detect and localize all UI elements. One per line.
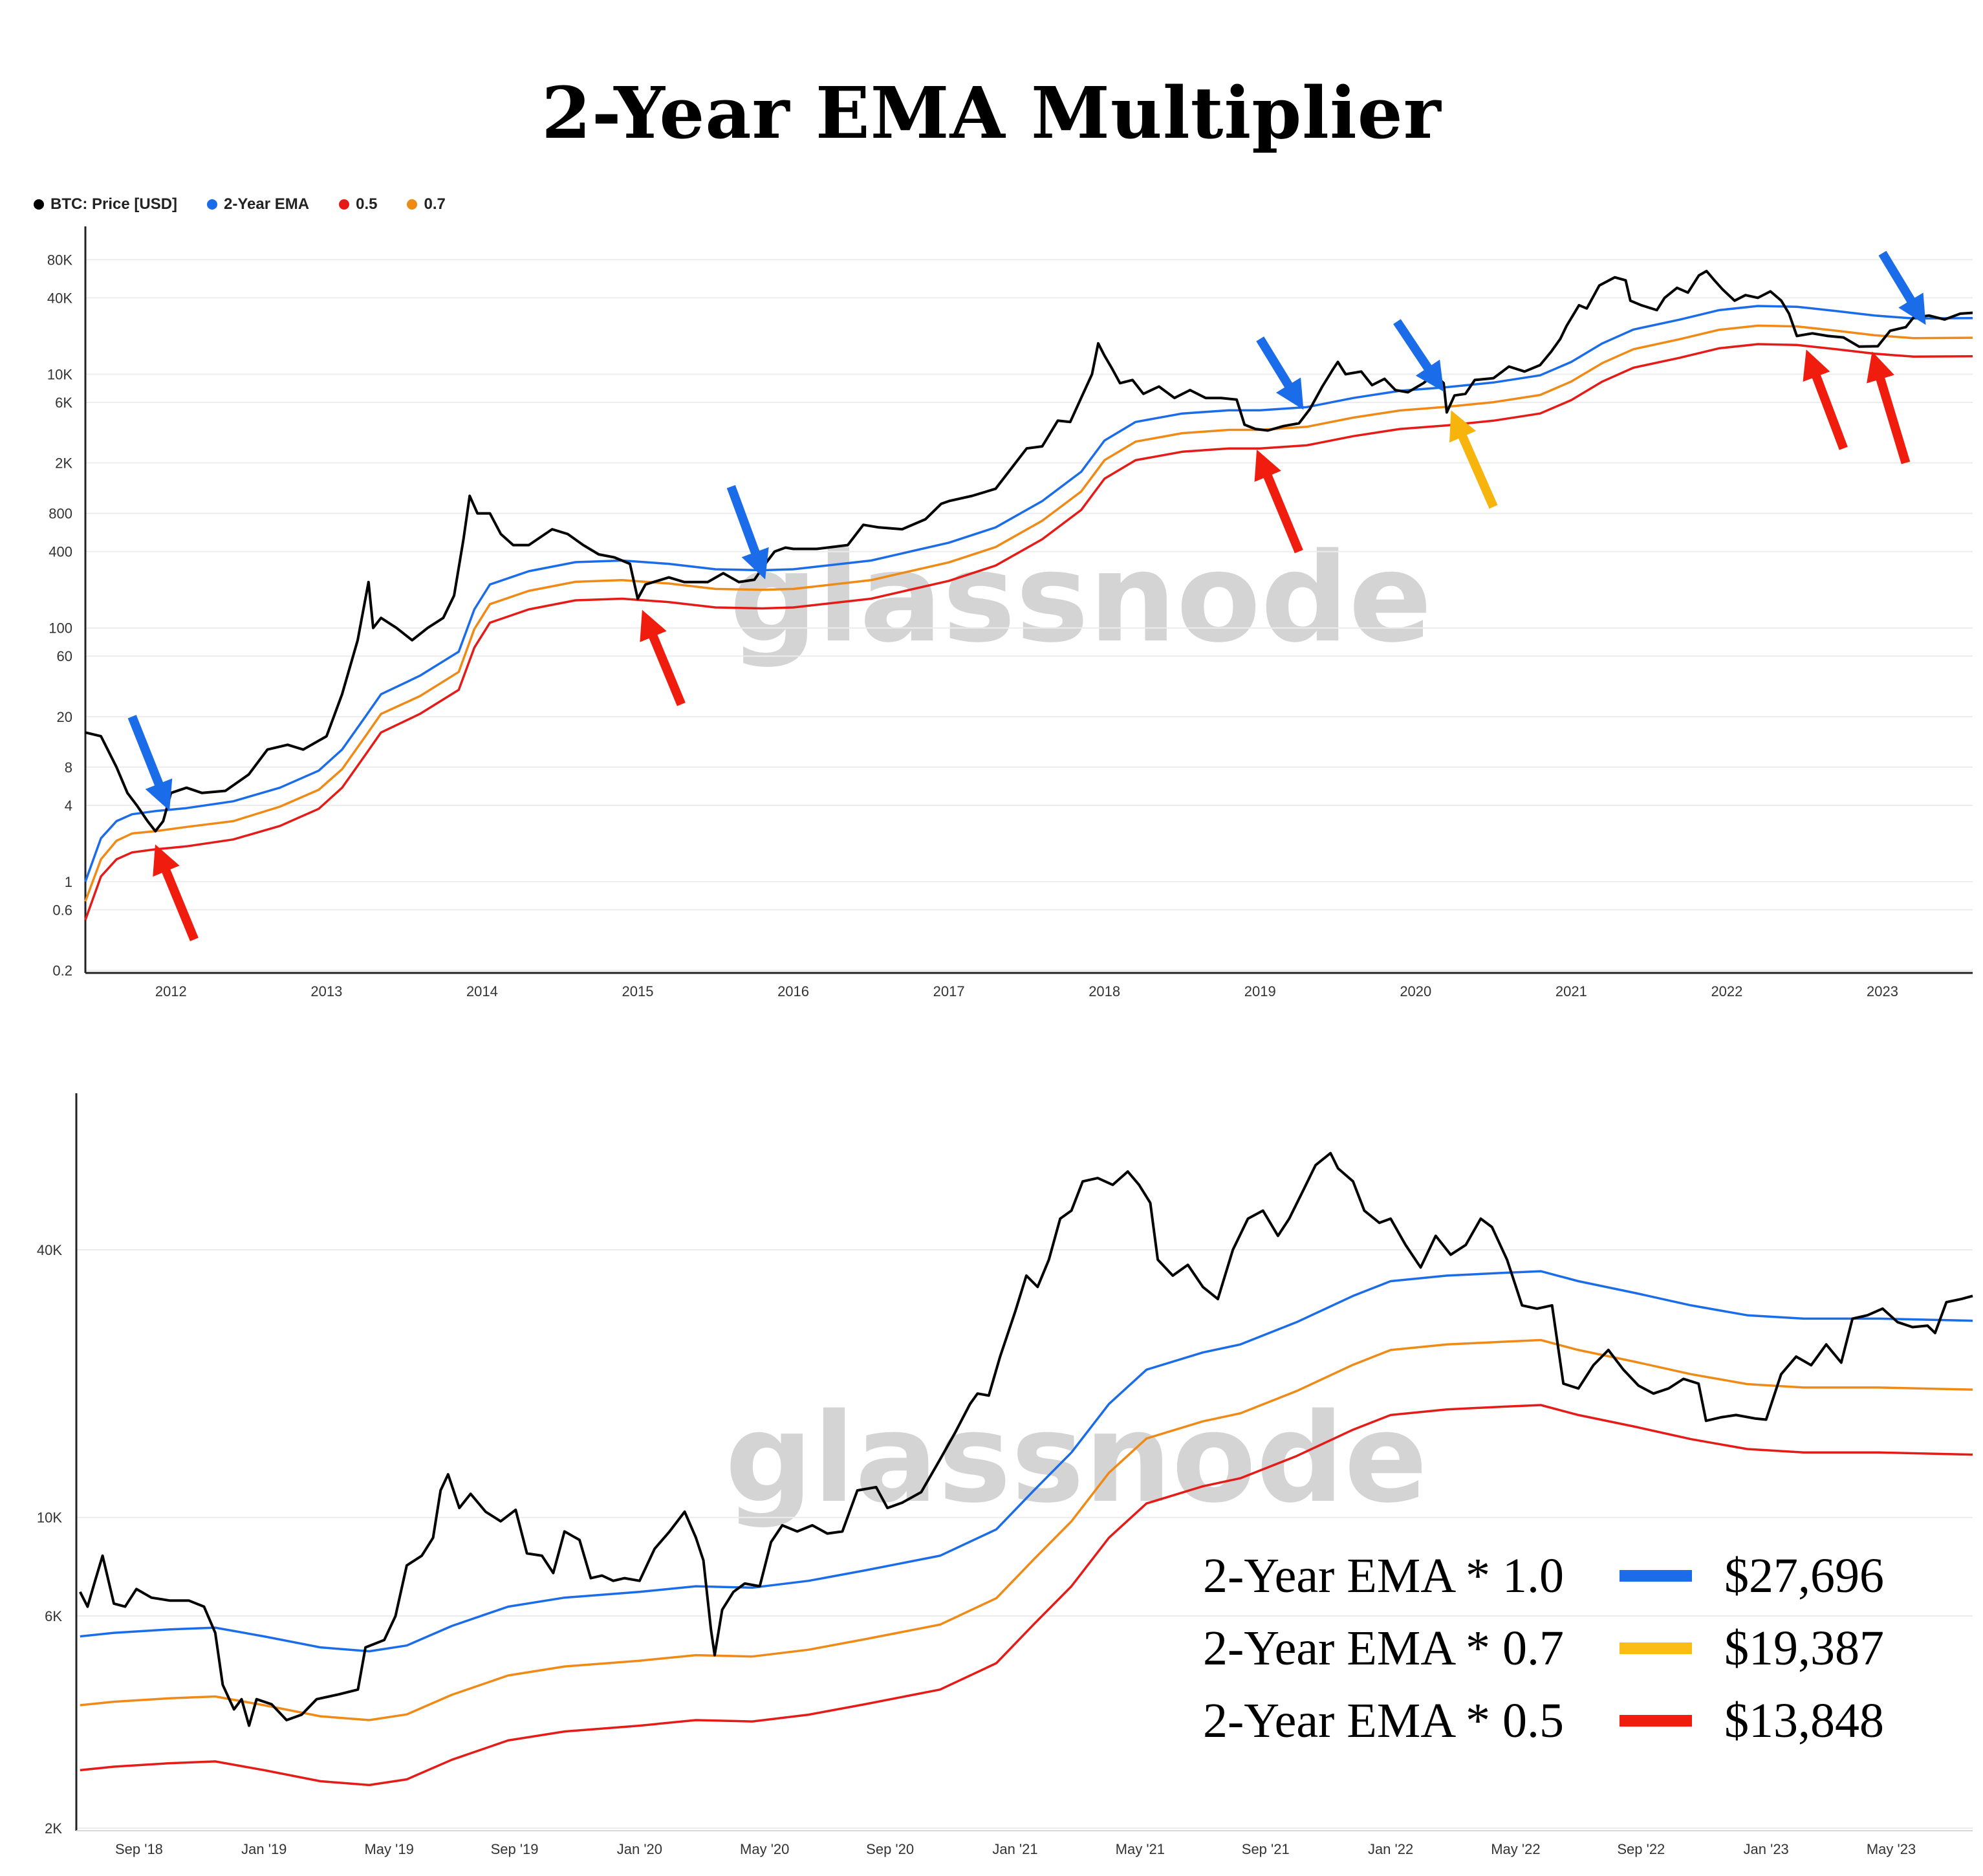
annotation-arrow-blue	[726, 485, 769, 580]
x-tick-label: Sep '19	[491, 1841, 539, 1857]
value-legend-row-1-0: 2-Year EMA * 1.0 $27,696	[1203, 1540, 1931, 1612]
y-tick-label: 0.6	[52, 902, 72, 918]
annotation-arrow-blue	[127, 715, 173, 811]
series-line-m05	[80, 1404, 1973, 1787]
series-line-ema	[84, 305, 1973, 882]
annotation-arrow-red	[153, 844, 199, 941]
y-tick-label: 6K	[55, 395, 72, 411]
x-tick-label: 2018	[1089, 983, 1120, 999]
value-legend: 2-Year EMA * 1.0 $27,696 2-Year EMA * 0.…	[1203, 1540, 1931, 1757]
value-legend-value-0-5: $13,848	[1724, 1693, 1884, 1748]
x-tick-label: Jan '22	[1368, 1841, 1413, 1857]
y-tick-label: 6K	[45, 1608, 62, 1624]
value-legend-swatch-blue	[1620, 1570, 1692, 1582]
x-tick-label: 2012	[155, 983, 187, 999]
chart-title: 2-Year EMA Multiplier	[541, 71, 1442, 155]
x-tick-label: 2013	[310, 983, 342, 999]
y-tick-label: 40K	[37, 1242, 62, 1258]
y-tick-label: 20	[57, 709, 72, 725]
value-legend-swatch-red	[1620, 1715, 1692, 1727]
x-tick-label: 2022	[1711, 983, 1742, 999]
series-line-m07	[80, 1338, 1973, 1721]
annotation-arrow-red	[1867, 351, 1911, 464]
series-line-ema	[80, 1270, 1973, 1653]
x-tick-label: 2016	[777, 983, 809, 999]
value-legend-row-0-7: 2-Year EMA * 0.7 $19,387	[1203, 1612, 1931, 1685]
y-tick-label: 0.2	[52, 963, 72, 979]
legend-dot-price	[34, 199, 44, 210]
y-tick-label: 1	[65, 874, 72, 890]
series-line-m05	[84, 343, 1973, 921]
annotation-arrow-red	[1803, 349, 1848, 450]
x-tick-label: 2017	[933, 983, 965, 999]
y-tick-label: 8	[65, 759, 72, 776]
y-tick-label: 2K	[55, 455, 72, 472]
value-legend-value-1-0: $27,696	[1724, 1548, 1884, 1603]
x-tick-label: 2021	[1555, 983, 1587, 999]
x-tick-label: Sep '18	[115, 1841, 163, 1857]
y-tick-label: 100	[49, 620, 72, 637]
x-tick-label: Jan '23	[1744, 1841, 1789, 1857]
value-legend-label-0-7: 2-Year EMA * 0.7	[1203, 1620, 1565, 1675]
legend-label-price: BTC: Price [USD]	[50, 195, 178, 213]
value-legend-swatch-yellow	[1620, 1642, 1692, 1654]
x-tick-label: May '22	[1491, 1841, 1540, 1857]
series-line-price	[85, 270, 1973, 833]
bottom-chart: glassnode 2K 6K 10K 40K Sep '18 Jan '19 May '19…	[37, 1093, 1973, 1857]
annotation-arrow-blue	[1256, 336, 1304, 410]
x-tick-label: Sep '21	[1242, 1841, 1290, 1857]
y-tick-label: 4	[65, 798, 72, 814]
legend-label-0-7: 0.7	[424, 195, 446, 213]
x-tick-label: May '20	[740, 1841, 789, 1857]
legend-item-price[interactable]: BTC: Price [USD]	[34, 195, 177, 213]
value-legend-value-0-7: $19,387	[1724, 1620, 1884, 1675]
annotation-arrow-red	[1254, 450, 1303, 554]
y-tick-label: 2K	[45, 1820, 62, 1837]
annotation-arrow-yellow	[1449, 410, 1498, 509]
legend-dot-0-5	[339, 199, 350, 210]
y-tick-label: 60	[57, 648, 72, 664]
series-line-m07	[84, 324, 1973, 902]
y-tick-label: 800	[49, 506, 72, 522]
legend-item-0-7[interactable]: 0.7	[407, 195, 446, 213]
x-tick-label: Sep '22	[1617, 1841, 1665, 1857]
top-chart: glassnode 0.2 0.6 1 4 8 20 60 100 400 800 2K 6K 10K 40…	[47, 226, 1973, 999]
legend-dot-ema	[207, 199, 218, 210]
legend-item-0-5[interactable]: 0.5	[339, 195, 377, 213]
x-tick-label: May '19	[364, 1841, 413, 1857]
x-tick-label: Jan '19	[241, 1841, 287, 1857]
annotation-arrow-blue	[1878, 250, 1926, 325]
x-tick-label: Jan '21	[992, 1841, 1037, 1857]
x-tick-label: 2020	[1400, 983, 1431, 999]
legend-label-0-5: 0.5	[356, 195, 378, 213]
x-tick-label: May '23	[1867, 1841, 1916, 1857]
watermark-text: glassnode	[725, 1387, 1427, 1530]
y-tick-label: 10K	[37, 1510, 62, 1526]
x-tick-label: 2014	[466, 983, 498, 999]
annotation-arrow-blue	[1393, 319, 1444, 392]
legend-label-ema: 2-Year EMA	[224, 195, 310, 213]
value-legend-row-0-5: 2-Year EMA * 0.5 $13,848	[1203, 1685, 1931, 1757]
chart-legend: BTC: Price [USD] 2-Year EMA 0.5 0.7	[34, 195, 446, 213]
x-tick-label: Jan '20	[617, 1841, 662, 1857]
x-tick-label: Sep '20	[866, 1841, 914, 1857]
annotation-arrow-red	[640, 609, 686, 706]
value-legend-label-1-0: 2-Year EMA * 1.0	[1203, 1548, 1565, 1603]
x-tick-label: 2015	[622, 983, 654, 999]
y-tick-label: 40K	[47, 290, 72, 306]
x-tick-label: 2019	[1244, 983, 1276, 999]
value-legend-label-0-5: 2-Year EMA * 0.5	[1203, 1693, 1565, 1748]
legend-dot-0-7	[407, 199, 418, 210]
series-line-price	[79, 1151, 1973, 1727]
y-tick-label: 10K	[47, 366, 72, 382]
watermark-text: glassnode	[730, 527, 1432, 670]
y-tick-label: 400	[49, 544, 72, 560]
x-tick-label: 2023	[1867, 983, 1898, 999]
x-tick-label: May '21	[1116, 1841, 1165, 1857]
y-tick-label: 80K	[47, 252, 72, 268]
legend-item-ema[interactable]: 2-Year EMA	[207, 195, 309, 213]
